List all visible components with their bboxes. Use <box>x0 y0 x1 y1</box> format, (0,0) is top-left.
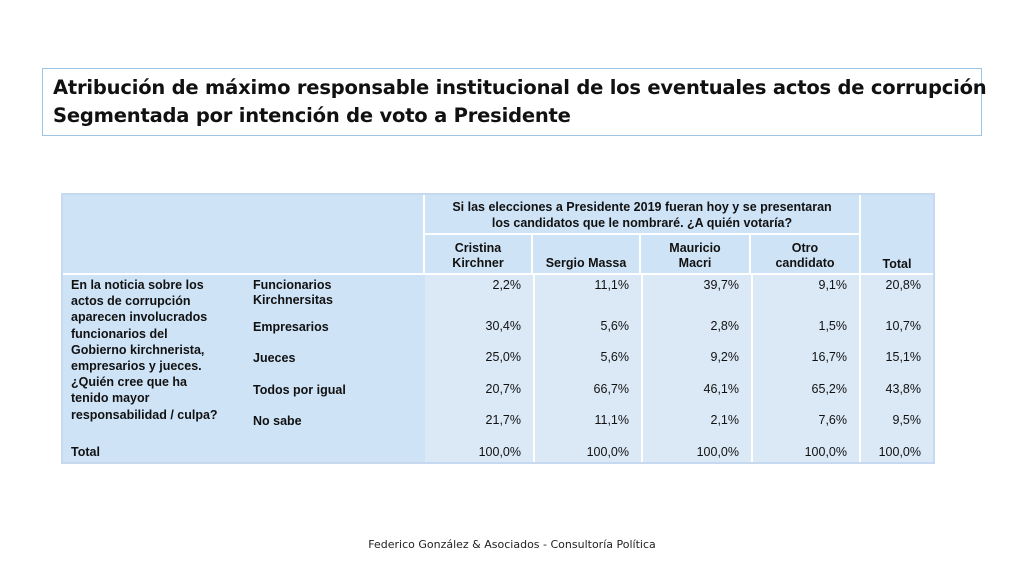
column-header-line: candidato <box>775 256 835 270</box>
column-header-line: Otro <box>791 241 819 255</box>
total-value: 100,0% <box>586 445 629 459</box>
cell-value: 16,7% <box>811 350 847 364</box>
column-divider <box>641 273 643 462</box>
cell-value: 9,5% <box>892 413 922 427</box>
row-label-jueces: Jueces <box>253 351 296 365</box>
cell-value: 2,2% <box>492 278 522 292</box>
question-header: Si las elecciones a Presidente 2019 fuer… <box>425 195 859 235</box>
cell-value: 7,6% <box>818 413 848 427</box>
stub-line: ¿Quién cree que ha <box>71 375 188 390</box>
total-value: 100,0% <box>804 445 847 459</box>
total-value: 100,0% <box>478 445 521 459</box>
stub-line: Gobierno kirchnerista, <box>71 342 205 357</box>
row-label-todos: Todos por igual <box>253 383 346 397</box>
cell-value: 66,7% <box>593 382 629 396</box>
cell-value: 46,1% <box>703 382 739 396</box>
total-value: 100,0% <box>878 445 921 459</box>
column-header-massa: Sergio Massa <box>533 235 641 273</box>
data-area <box>425 273 933 462</box>
cell-value: 39,7% <box>703 278 739 292</box>
cell-value: 21,7% <box>485 413 521 427</box>
stub-line: aparecen involucrados <box>71 310 208 325</box>
column-divider <box>533 273 535 462</box>
cell-value: 43,8% <box>885 382 921 396</box>
question-line-1: Si las elecciones a Presidente 2019 fuer… <box>452 200 832 214</box>
cell-value: 11,1% <box>594 413 629 427</box>
column-divider <box>751 273 753 462</box>
cell-value: 30,4% <box>485 319 521 333</box>
row-label-funcionarios: Funcionarios Kirchnersitas <box>253 278 333 308</box>
row-label-empresarios: Empresarios <box>253 320 329 334</box>
stub-line: empresarios y jueces. <box>71 359 202 374</box>
cell-value: 2,1% <box>710 413 740 427</box>
column-header-line: Macri <box>678 256 712 270</box>
title-box: Atribución de máximo responsable institu… <box>42 68 987 136</box>
stub-line: actos de corrupción <box>71 294 191 309</box>
column-header-line: Sergio Massa <box>545 256 627 270</box>
column-header-kirchner: Cristina Kirchner <box>425 235 533 273</box>
cell-value: 5,6% <box>600 350 630 364</box>
row-label-total: Total <box>71 445 100 459</box>
row-label-line: Kirchnersitas <box>253 293 333 307</box>
row-label-nosabe: No sabe <box>253 414 302 428</box>
cell-value: 20,8% <box>885 278 921 292</box>
cell-value: 1,5% <box>818 319 848 333</box>
stub-question: En la noticia sobre los actos de corrupc… <box>71 277 243 423</box>
cell-value: 9,1% <box>818 278 848 292</box>
column-header-total: Total <box>859 195 933 273</box>
cell-value: 2,8% <box>710 319 740 333</box>
stub-line: funcionarios del <box>71 326 168 341</box>
cell-value: 20,7% <box>485 382 521 396</box>
cell-value: 65,2% <box>811 382 847 396</box>
row-label-line: Funcionarios <box>253 278 332 292</box>
column-header-line: Cristina <box>454 241 502 255</box>
title-line-1: Atribución de máximo responsable institu… <box>53 76 987 99</box>
cell-value: 5,6% <box>600 319 630 333</box>
column-header-line: Kirchner <box>452 256 504 270</box>
stub-line: En la noticia sobre los <box>71 278 204 292</box>
column-header-otro: Otro candidato <box>751 235 859 273</box>
total-value: 100,0% <box>696 445 739 459</box>
header-corner <box>63 195 425 273</box>
cell-value: 11,1% <box>594 278 629 292</box>
footer-credit: Federico González & Asociados - Consulto… <box>368 538 656 551</box>
cell-value: 9,2% <box>710 350 740 364</box>
column-header-line: Mauricio <box>669 241 721 255</box>
stub-line: responsabilidad / culpa? <box>71 407 218 422</box>
cell-value: 10,7% <box>885 319 921 333</box>
cell-value: 25,0% <box>485 350 521 364</box>
title-line-2: Segmentada por intención de voto a Presi… <box>53 104 571 127</box>
column-divider <box>859 273 861 462</box>
row-stub: En la noticia sobre los actos de corrupc… <box>63 273 425 462</box>
crosstab-table: Si las elecciones a Presidente 2019 fuer… <box>61 193 935 464</box>
stub-line: tenido mayor <box>71 391 150 406</box>
cell-value: 15,1% <box>885 350 921 364</box>
question-line-2: los candidatos que le nombraré. ¿A quién… <box>491 216 793 230</box>
column-header-macri: Mauricio Macri <box>641 235 751 273</box>
